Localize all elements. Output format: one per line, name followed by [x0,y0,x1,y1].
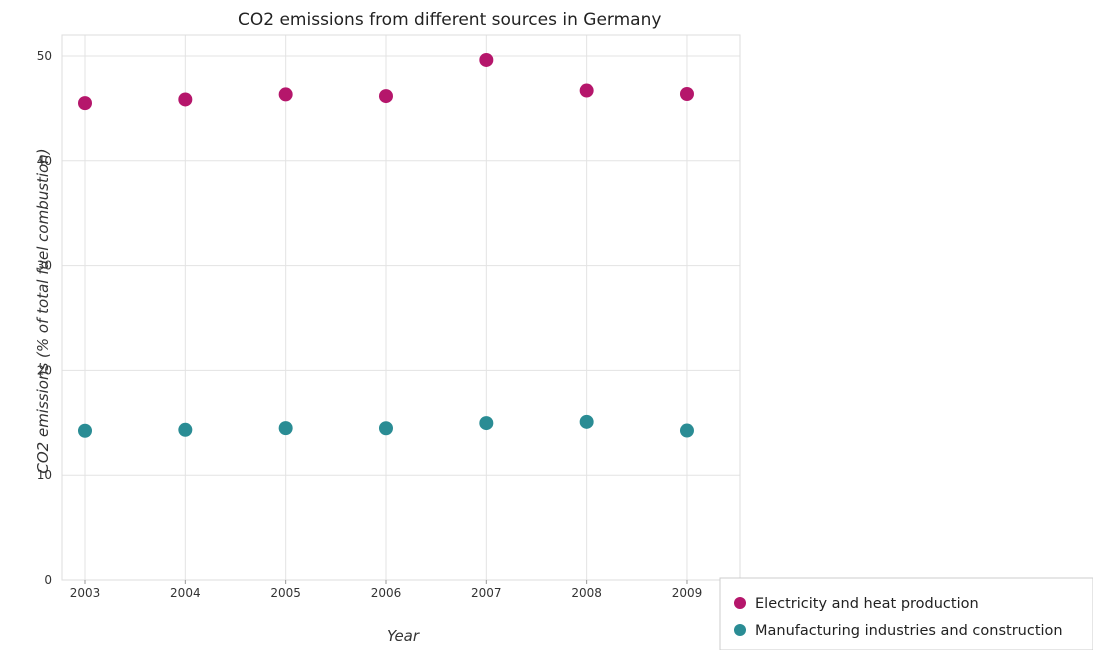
legend-label-manufacturing: Manufacturing industries and constructio… [755,623,1063,639]
y-tick-label: 30 [37,259,52,273]
legend-marker-manufacturing [734,624,746,636]
electricity-point [278,87,293,102]
x-tick-label: 2009 [672,586,703,600]
electricity-point [178,92,193,107]
plot-frame [61,34,741,581]
axes: 0 10 20 30 40 50 2003 2004 2005 2006 2007 2008 2009 [37,49,703,600]
manufacturing-point [479,416,494,431]
manufacturing-point [78,423,92,438]
electricity-point [78,96,92,111]
x-tick-label: 2005 [270,586,301,600]
manufacturing-point [178,422,193,437]
x-tick-label: 2008 [571,586,602,600]
electricity-point [378,89,393,104]
y-axis-label: CO2 emissions (% of total fuel combustio… [34,148,52,473]
manufacturing-point [579,414,594,429]
data-points [78,52,694,438]
y-tick-label: 50 [37,49,52,63]
electricity-point [679,87,694,102]
legend: Electricity and heat production Manufact… [719,577,1093,650]
legend-label-electricity: Electricity and heat production [755,596,979,612]
legend-marker-electricity [734,597,746,609]
x-tick-label: 2004 [170,586,201,600]
grid [61,34,741,581]
y-tick-label: 0 [44,573,52,587]
y-tick-label: 20 [37,363,52,377]
manufacturing-point [278,421,293,436]
manufacturing-point [378,421,393,436]
x-tick-label: 2003 [70,586,101,600]
y-tick-label: 10 [37,468,52,482]
electricity-point [479,52,494,67]
legend-box [719,577,1093,650]
y-tick-label: 40 [37,154,52,168]
x-axis-label: Year [387,627,420,645]
manufacturing-point [679,423,694,438]
x-tick-label: 2006 [371,586,402,600]
electricity-point [579,83,594,98]
chart-title: CO2 emissions from different sources in … [238,10,661,30]
x-tick-label: 2007 [471,586,502,600]
